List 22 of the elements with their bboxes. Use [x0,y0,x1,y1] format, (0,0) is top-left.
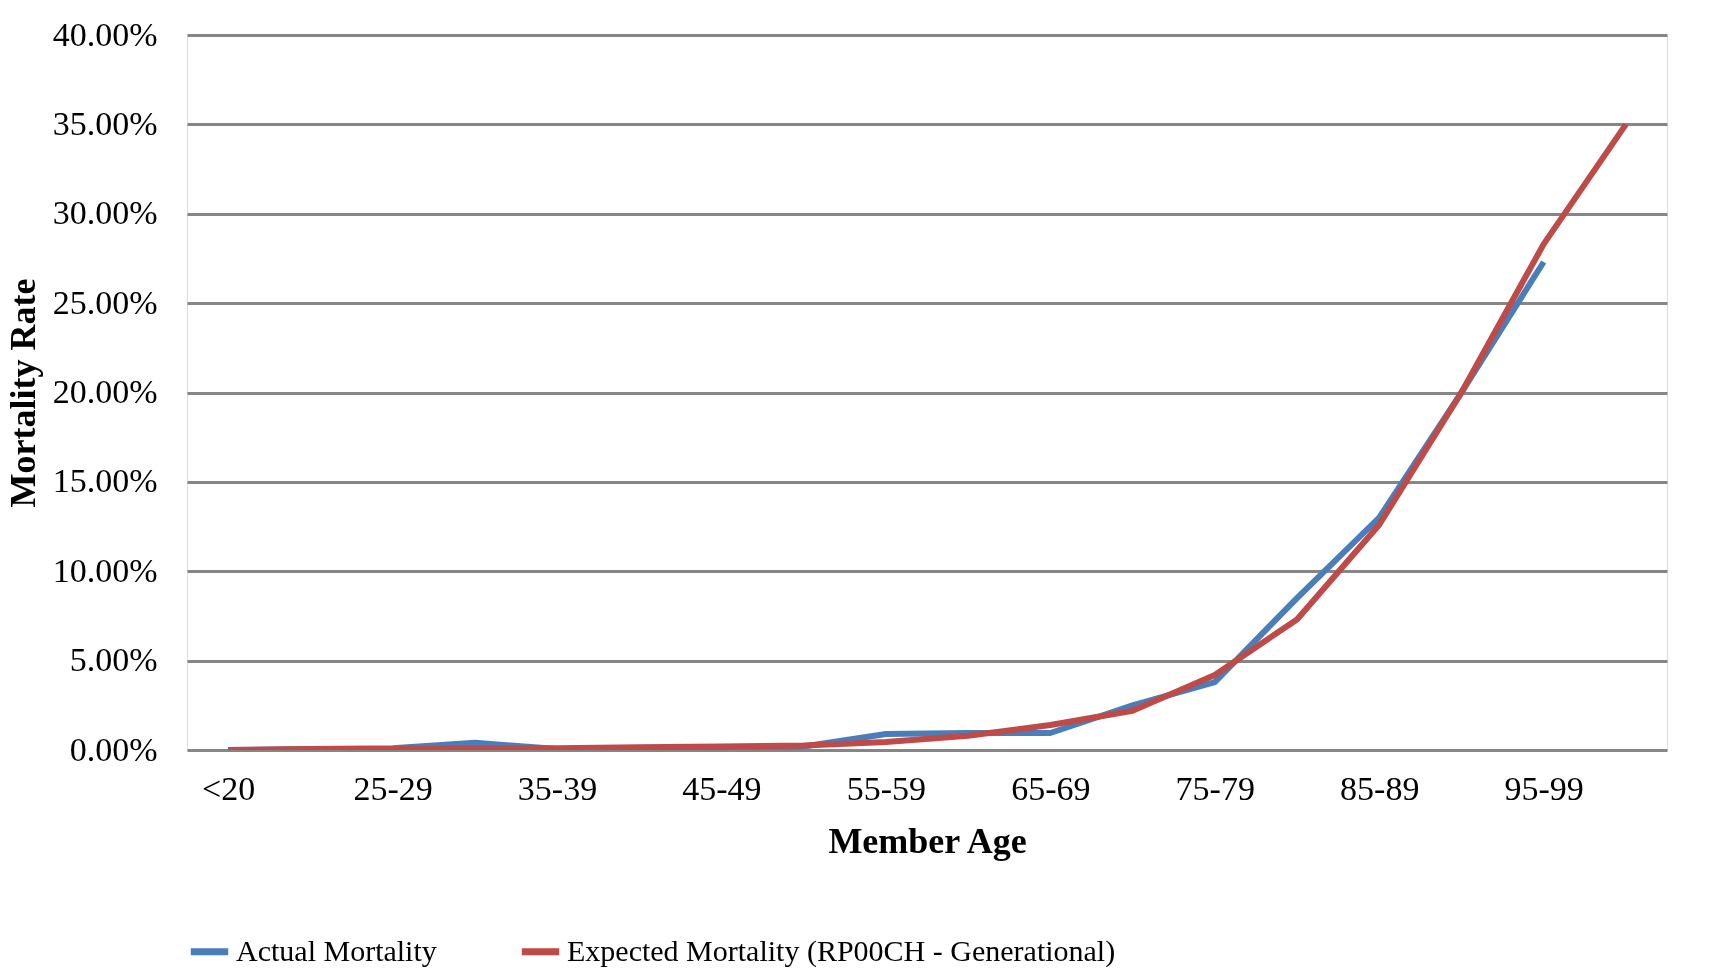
legend-label: Actual Mortality [236,933,437,967]
y-tick-label: 10.00% [52,551,158,589]
y-tick-label: 15.00% [52,462,158,500]
y-tick-label: 30.00% [52,194,158,232]
y-tick-label: 35.00% [52,104,158,142]
x-tick-label: <20 [202,769,256,807]
x-tick-label: 55-59 [846,769,927,807]
x-tick-label: 25-29 [353,769,433,807]
x-tick-label: 95-99 [1504,769,1584,807]
x-axis-title: Member Age [828,820,1027,861]
legend-label: Expected Mortality (RP00CH - Generational) [567,933,1116,968]
y-tick-label: 25.00% [52,283,158,321]
x-tick-label: 45-49 [682,769,762,807]
y-tick-label: 5.00% [69,641,158,679]
y-axis-title: Mortality Rate [2,278,43,508]
x-tick-label: 65-69 [1011,769,1091,807]
y-tick-label: 0.00% [69,730,158,768]
x-tick-label: 35-39 [517,769,598,807]
y-tick-label: 40.00% [52,15,158,53]
x-tick-label: 75-79 [1175,769,1255,807]
x-tick-label: 85-89 [1340,769,1420,807]
y-tick-label: 20.00% [52,373,158,410]
